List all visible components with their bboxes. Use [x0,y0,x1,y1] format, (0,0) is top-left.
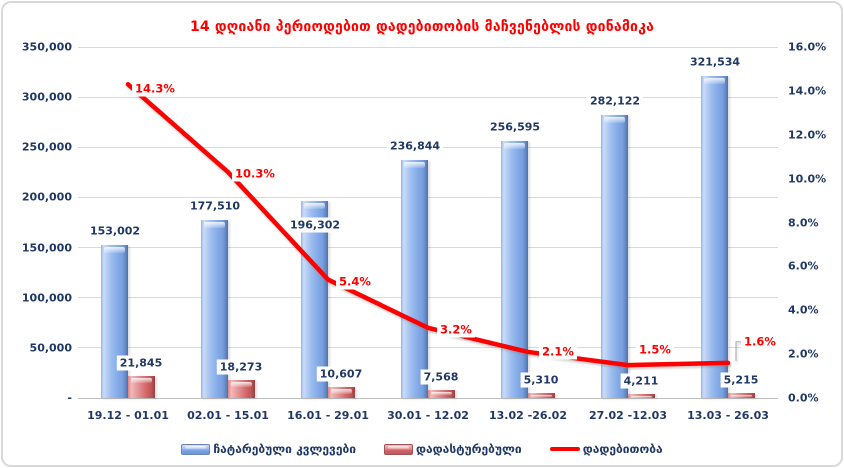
legend-item-positivity: დადებითობა [549,442,663,456]
bar-gloss-highlight [304,203,325,210]
y-axis-right-tick-label: 4.0% [788,303,819,317]
y-axis-right-tick-label: 14.0% [788,84,827,98]
bar-label-tests-conducted: 177,510 [186,198,244,214]
y-axis-right-tick-label: 12.0% [788,128,827,142]
bar-confirmed [628,393,655,398]
line-label-positivity: 1.6% [741,334,779,350]
bar-gloss-highlight [631,395,652,398]
bar-confirmed [128,376,155,398]
y-axis-right-tick-label: 16.0% [788,40,827,54]
bar-label-confirmed: 7,568 [420,369,462,385]
bar-label-tests-conducted: 282,122 [586,93,644,109]
bar-tests-conducted [401,160,428,398]
bar-tests-conducted [601,115,628,398]
x-axis-category-label: 16.01 - 29.01 [287,409,369,422]
bar-gloss-highlight [531,394,552,397]
bar-confirmed [228,379,255,398]
bar-label-tests-conducted: 256,595 [486,119,544,135]
bar-label-confirmed: 21,845 [116,355,166,371]
line-label-positivity: 3.2% [437,322,475,338]
chart-title: 14 დღიანი პერიოდებით დადებითობის მაჩვენე… [189,19,655,35]
bar-label-confirmed: 18,273 [216,359,266,375]
bar-label-tests-conducted: 196,302 [286,217,344,233]
x-axis-category-label: 19.12 - 01.01 [87,409,169,422]
x-axis-category-label: 30.01 - 12.02 [387,409,469,422]
bar-gloss-highlight [704,77,725,84]
bar-label-tests-conducted: 236,844 [386,138,444,154]
bar-confirmed [328,387,355,398]
legend-label-confirmed: დადასტურებული [416,442,522,456]
legend-label-tests-conducted: ჩატარებული კვლევები [213,442,356,456]
bar-label-tests-conducted: 321,534 [686,54,744,70]
bar-label-confirmed: 4,211 [620,373,662,389]
x-axis-category-label: 27.02 -12.03 [589,409,667,422]
legend-swatch-blue-bar-icon [181,443,211,455]
y-axis-left-tick-label: 50,000 [29,341,72,355]
bar-confirmed [428,390,455,398]
gridline [78,196,778,198]
y-axis-right-tick-label: 8.0% [788,216,819,229]
y-axis-right-tick-label: 2.0% [788,347,819,361]
bar-label-tests-conducted: 153,002 [86,223,144,239]
bar-gloss-highlight [231,381,252,387]
bar-gloss-highlight [204,221,225,228]
y-axis-left-tick-label: 300,000 [21,90,72,104]
bar-label-confirmed: 5,215 [720,372,762,388]
legend-swatch-red-line-icon [549,447,580,451]
legend-item-tests-conducted: ჩატარებული კვლევები [181,442,356,456]
bar-gloss-highlight [604,117,625,124]
bar-label-confirmed: 10,607 [316,366,366,382]
y-axis-left-tick-label: - [67,391,72,405]
line-label-positivity: 1.5% [636,342,674,358]
x-axis-line [78,397,778,399]
gridline [78,96,778,98]
x-axis-category-label: 02.01 - 15.01 [187,409,269,422]
bar-gloss-highlight [504,142,525,149]
y-axis-left-tick-label: 250,000 [21,140,72,154]
legend-item-confirmed: დადასტურებული [384,442,522,456]
legend-label-positivity: დადებითობა [582,442,663,456]
line-label-positivity: 5.4% [336,274,374,290]
gridline [78,46,778,48]
y-axis-left-tick-label: 100,000 [21,291,72,305]
bar-confirmed [728,392,755,398]
bar-gloss-highlight [404,162,425,169]
line-label-positivity: 2.1% [539,344,577,360]
bar-label-confirmed: 5,310 [520,372,562,388]
bar-gloss-highlight [104,246,125,253]
legend-swatch-red-bar-icon [384,443,413,455]
y-axis-left-tick-label: 150,000 [21,241,72,255]
legend: ჩატარებული კვლევები დადასტურებული დადები… [0,439,844,459]
bar-gloss-highlight [431,392,452,396]
bar-confirmed [528,392,555,398]
bar-tests-conducted [701,75,728,398]
gridline [78,297,778,299]
bar-tests-conducted [101,244,128,398]
bar-gloss-highlight [731,394,752,397]
y-axis-left-tick-label: 200,000 [21,190,72,204]
bar-gloss-highlight [331,389,352,394]
bar-tests-conducted [501,140,528,398]
bar-gloss-highlight [131,378,152,384]
line-label-positivity: 10.3% [232,166,278,182]
y-axis-right-tick-label: 6.0% [788,259,819,273]
x-axis-category-label: 13.02 -26.02 [489,409,567,422]
gridline [78,247,778,249]
y-axis-right-tick-label: 10.0% [788,172,827,186]
line-label-positivity: 14.3% [132,81,178,97]
y-axis-left-tick-label: 350,000 [21,40,72,54]
y-axis-right-tick-label: 0.0% [788,391,819,405]
x-axis-category-label: 13.03 - 26.03 [687,409,769,422]
